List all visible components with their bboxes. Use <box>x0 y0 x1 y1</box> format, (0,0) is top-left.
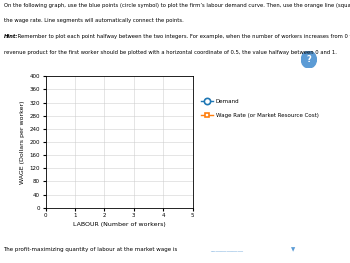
X-axis label: LABOUR (Number of workers): LABOUR (Number of workers) <box>73 222 165 227</box>
Text: ?: ? <box>307 55 311 64</box>
Text: revenue product for the first worker should be plotted with a horizontal coordin: revenue product for the first worker sho… <box>4 50 336 55</box>
Y-axis label: WAGE (Dollars per worker): WAGE (Dollars per worker) <box>20 100 25 184</box>
Text: ____________: ____________ <box>210 247 243 252</box>
Text: the wage rate. Line segments will automatically connect the points.: the wage rate. Line segments will automa… <box>4 18 183 23</box>
Text: Remember to plot each point halfway between the two integers. For example, when : Remember to plot each point halfway betw… <box>16 34 350 39</box>
Text: On the following graph, use the blue points (circle symbol) to plot the firm’s l: On the following graph, use the blue poi… <box>4 3 350 8</box>
Text: ▼: ▼ <box>290 247 295 252</box>
Circle shape <box>301 51 316 68</box>
Text: Hint:: Hint: <box>4 34 18 39</box>
Text: The profit-maximizing quantity of labour at the market wage is: The profit-maximizing quantity of labour… <box>4 247 178 252</box>
Legend: Demand, Wage Rate (or Market Resource Cost): Demand, Wage Rate (or Market Resource Co… <box>201 99 318 118</box>
